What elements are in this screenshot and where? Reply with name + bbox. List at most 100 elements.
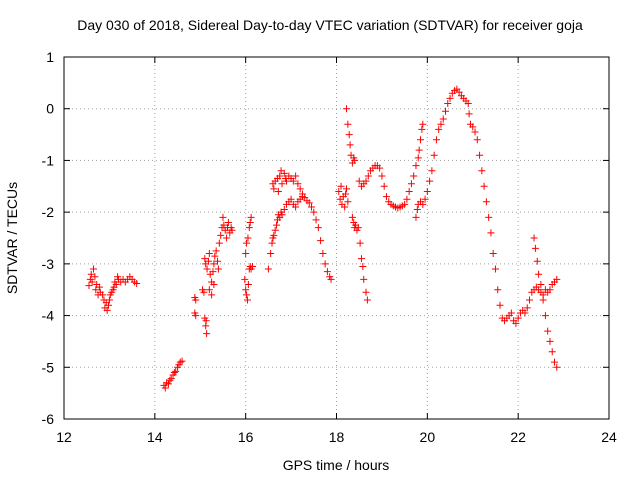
data-point [200,288,208,296]
data-point [413,206,421,214]
data-point [376,164,384,172]
data-point [214,257,222,265]
data-point [485,213,493,221]
data-point [243,239,251,247]
data-point [428,167,436,175]
data-point [469,123,477,131]
data-point [267,250,275,258]
y-tick-label: -2 [42,204,55,220]
data-point [362,177,370,185]
data-point [346,141,354,149]
data-point [465,110,473,118]
data-point [421,195,429,203]
data-point [321,260,329,268]
data-point [414,154,422,162]
data-point [202,317,210,325]
data-point [380,182,388,190]
data-point [308,203,316,211]
data-point [314,224,322,232]
data-point [432,136,440,144]
data-point [224,218,232,226]
data-point [91,273,99,281]
data-point [278,180,286,188]
plot-frame [63,56,610,420]
data-point [415,146,423,154]
data-point [161,384,169,392]
data-point [482,198,490,206]
data-point [105,296,113,304]
data-point [214,265,222,273]
data-point [170,368,178,376]
data-point [541,312,549,320]
data-point [423,187,431,195]
data-point [220,221,228,229]
data-point [546,337,554,345]
data-point [354,224,362,232]
data-point [548,348,556,356]
x-tick-label: 16 [238,429,254,445]
data-point [209,268,217,276]
data-point [478,167,486,175]
data-point [243,296,251,304]
data-point [280,206,288,214]
data-point [419,200,427,208]
grid-layer [64,57,609,419]
data-point [244,281,252,289]
data-point [360,275,368,283]
data-point [476,151,484,159]
data-point [480,182,488,190]
data-point [489,250,497,258]
data-point [228,226,236,234]
data-point [335,187,343,195]
data-point [294,180,302,188]
data-point [296,185,304,193]
data-point [280,169,288,177]
data-point [310,208,318,216]
data-point [247,213,255,221]
data-point [271,226,279,234]
data-point [103,306,111,314]
x-axis-label: GPS time / hours [283,457,390,473]
data-point [521,309,529,317]
data-point [544,327,552,335]
data-point [446,94,454,102]
data-point [219,213,227,221]
data-point [245,224,253,232]
data-point [105,301,113,309]
data-point [405,187,413,195]
data-point [356,239,364,247]
data-point [412,213,420,221]
data-point [533,257,541,265]
data-point [491,265,499,273]
y-tick-label: 1 [46,49,54,65]
chart-title: Day 030 of 2018, Sidereal Day-to-day VTE… [77,17,583,33]
data-point [341,203,349,211]
data-point [223,234,231,242]
data-point [203,265,211,273]
data-point [210,281,218,289]
x-tick-label: 18 [329,429,345,445]
data-point [382,193,390,201]
data-point [473,136,481,144]
data-point [551,358,558,366]
data-point [211,252,219,260]
data-point [292,203,300,211]
data-point [243,291,251,299]
data-point [407,180,415,188]
data-point [553,275,561,283]
data-point [526,296,534,304]
data-point [292,172,300,180]
data-point [435,125,443,133]
data-point [512,319,520,327]
data-point [241,275,249,283]
data-point [410,172,418,180]
data-point [208,291,216,299]
data-point [342,190,350,198]
data-point [287,195,295,203]
data-point [167,375,175,383]
data-point [514,314,522,322]
x-tick-label: 22 [510,429,526,445]
data-point [244,234,252,242]
data-point [401,200,409,208]
